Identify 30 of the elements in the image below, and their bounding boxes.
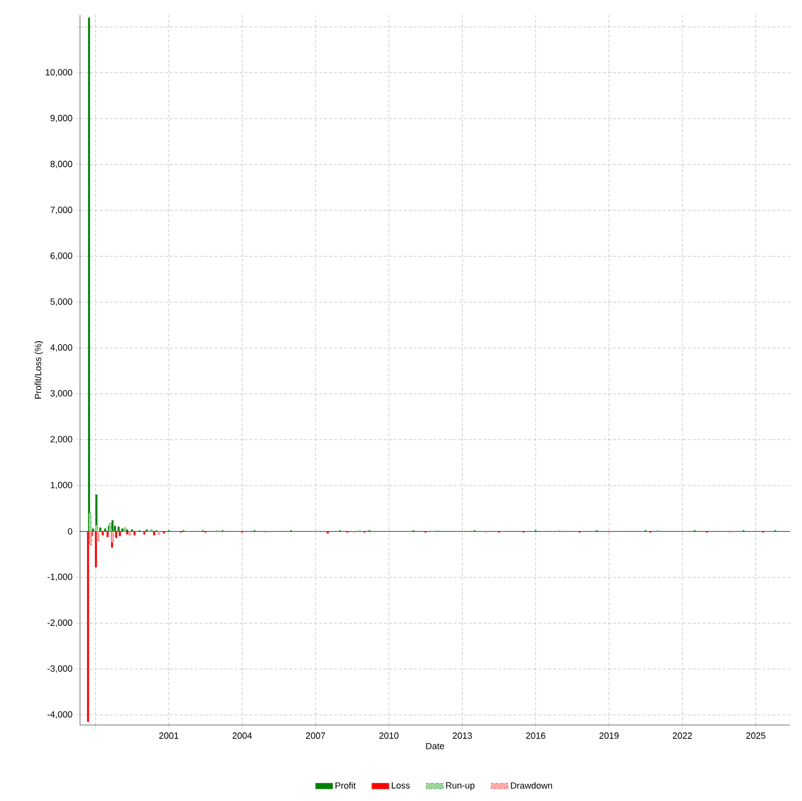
x-tick-label: 2016	[526, 732, 546, 739]
y-tick-label: 1,000	[50, 482, 72, 490]
x-tick-label: 2004	[232, 732, 252, 739]
x-tick-label: 2010	[379, 732, 399, 739]
x-tick-label: 2001	[159, 732, 178, 739]
y-tick-label: -4,000	[48, 711, 72, 719]
legend-label: Profit	[336, 782, 356, 789]
y-tick-label: 3,000	[50, 390, 72, 398]
x-tick-label: 2019	[600, 732, 619, 739]
y-tick-label: 2,000	[50, 436, 72, 444]
y-tick-label: -2,000	[48, 619, 72, 627]
y-tick-label: 5,000	[50, 298, 72, 306]
y-tick-label: 6,000	[50, 252, 72, 260]
y-tick-label: 4,000	[50, 344, 72, 352]
y-tick-label: -1,000	[48, 574, 72, 582]
y-tick-label: 9,000	[50, 114, 72, 122]
x-tick-label: 2025	[746, 732, 766, 739]
y-axis-title: Profit/Loss (%)	[34, 341, 43, 399]
x-axis-title: Date	[426, 742, 444, 750]
y-tick-label: -3,000	[48, 665, 72, 673]
y-tick-label: 7,000	[50, 206, 72, 214]
y-tick-label: 10,000	[46, 69, 72, 76]
legend-label: Loss	[392, 782, 410, 789]
legend-label: Run-up	[446, 782, 474, 790]
x-tick-label: 2022	[672, 732, 692, 739]
y-tick-label: 0	[68, 528, 72, 535]
x-tick-label: 2013	[452, 732, 472, 739]
y-tick-label: 8,000	[50, 160, 72, 168]
x-tick-label: 2007	[306, 732, 326, 739]
legend-label: Drawdown	[510, 782, 552, 789]
